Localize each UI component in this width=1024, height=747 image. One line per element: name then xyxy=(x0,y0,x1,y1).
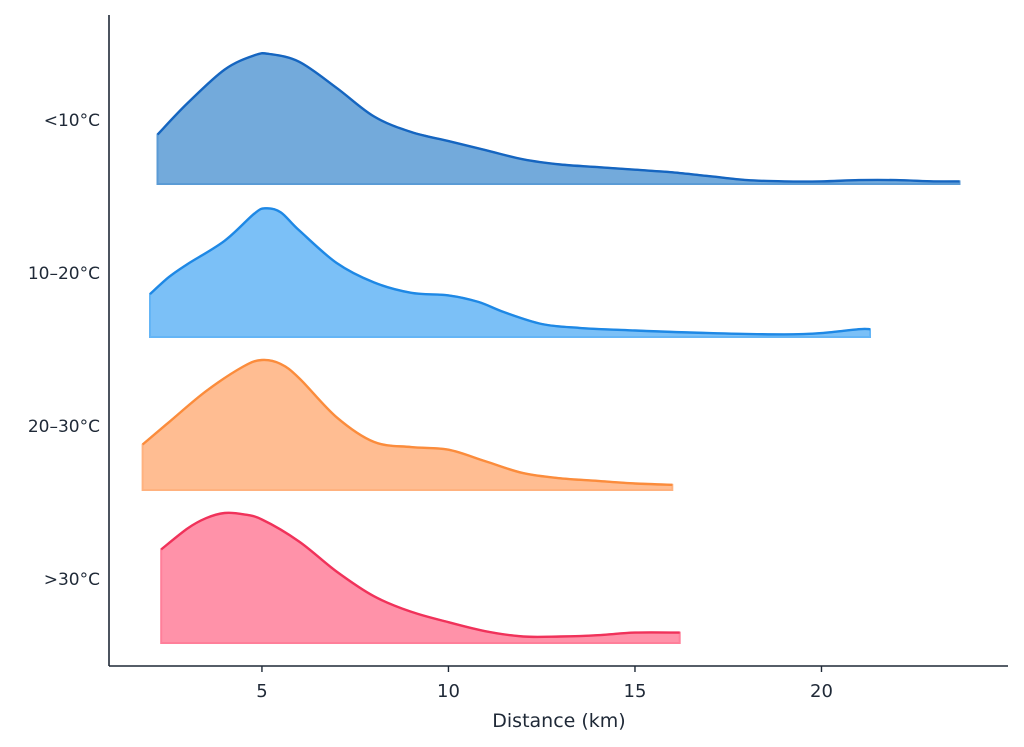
ridge-fill-1 xyxy=(149,207,871,338)
category-labels: <10°C 10–20°C 20–30°C >30°C xyxy=(28,111,100,590)
x-tick-label: 20 xyxy=(810,681,833,702)
category-label: >30°C xyxy=(44,570,100,590)
x-tick-label: 5 xyxy=(256,681,267,702)
ridges-layer xyxy=(141,52,961,644)
category-label: 20–30°C xyxy=(28,417,100,437)
ridge-fill-3 xyxy=(160,511,681,644)
x-tick-label: 15 xyxy=(624,681,647,702)
ridge-line-1 xyxy=(149,207,871,336)
category-label: 10–20°C xyxy=(28,264,100,284)
category-label: <10°C xyxy=(44,111,100,131)
ridge-line-2 xyxy=(141,358,673,486)
x-axis-title: Distance (km) xyxy=(492,710,625,732)
x-tick-label: 10 xyxy=(437,681,460,702)
ridge-line-0 xyxy=(156,52,960,183)
ridge-line-3 xyxy=(160,511,680,639)
x-ticks: 5 10 15 20 xyxy=(256,666,833,702)
